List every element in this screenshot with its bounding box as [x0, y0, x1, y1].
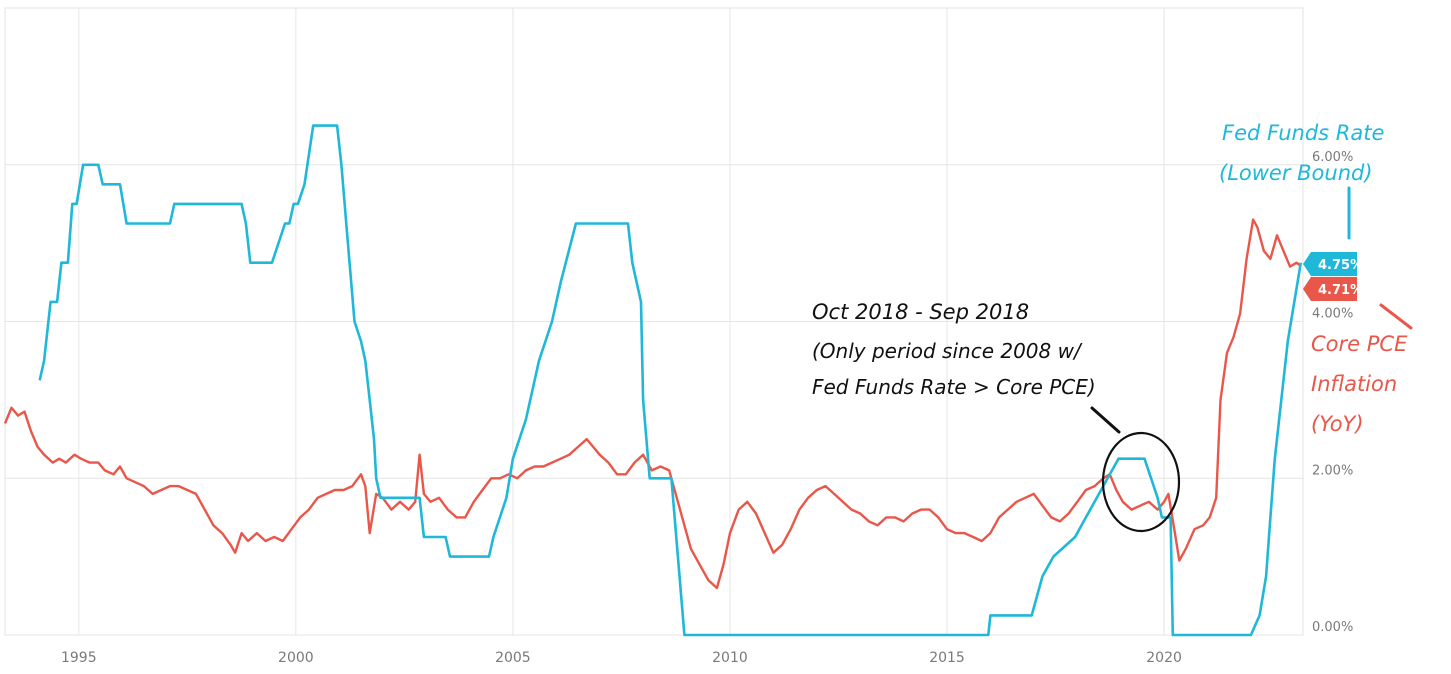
annotation-line-1: Oct 2018 - Sep 2018 [812, 300, 1029, 324]
core-pce-label-pointer [1379, 303, 1413, 330]
y-tick-label: 2.00% [1312, 463, 1353, 478]
core-pce-last-value-badge: 4.71% [1303, 277, 1363, 301]
x-axis-ticks: 1995 2000 2005 2010 2015 2020 [61, 650, 1182, 666]
x-tick-label: 2015 [929, 650, 965, 666]
annotation-line-2: (Only period since 2008 w/ [812, 339, 1083, 363]
fed-funds-label-line-2: (Lower Bound) [1219, 161, 1373, 185]
fed-funds-last-value-badge: 4.75% [1303, 252, 1363, 276]
core-pce-label-line-2: Inflation [1311, 372, 1397, 396]
fed-funds-rate-line [38, 124, 1303, 637]
annotation-line-3: Fed Funds Rate > Core PCE) [812, 375, 1096, 399]
y-tick-label: 4.00% [1312, 307, 1353, 322]
highlight-circle [1101, 431, 1181, 533]
core-pce-label-line-1: Core PCE [1311, 332, 1408, 356]
core-pce-label-line-3: (YoY) [1311, 412, 1364, 436]
x-tick-label: 2010 [712, 650, 748, 666]
fed-funds-last-value: 4.75% [1318, 258, 1363, 273]
y-axis-ticks: 0.00% 2.00% 4.00% 6.00% [1312, 150, 1353, 635]
gridlines [5, 8, 1303, 636]
x-tick-label: 1995 [61, 650, 97, 666]
core-pce-inflation-line [3, 218, 1302, 590]
x-tick-label: 2020 [1146, 650, 1182, 666]
x-tick-label: 2005 [495, 650, 531, 666]
fed-funds-label-line-1: Fed Funds Rate [1222, 121, 1384, 145]
core-pce-last-value: 4.71% [1318, 283, 1363, 298]
annotation-pointer [1090, 406, 1121, 434]
y-tick-label: 6.00% [1312, 150, 1353, 165]
y-tick-label: 0.00% [1312, 620, 1353, 635]
x-tick-label: 2000 [278, 650, 314, 666]
